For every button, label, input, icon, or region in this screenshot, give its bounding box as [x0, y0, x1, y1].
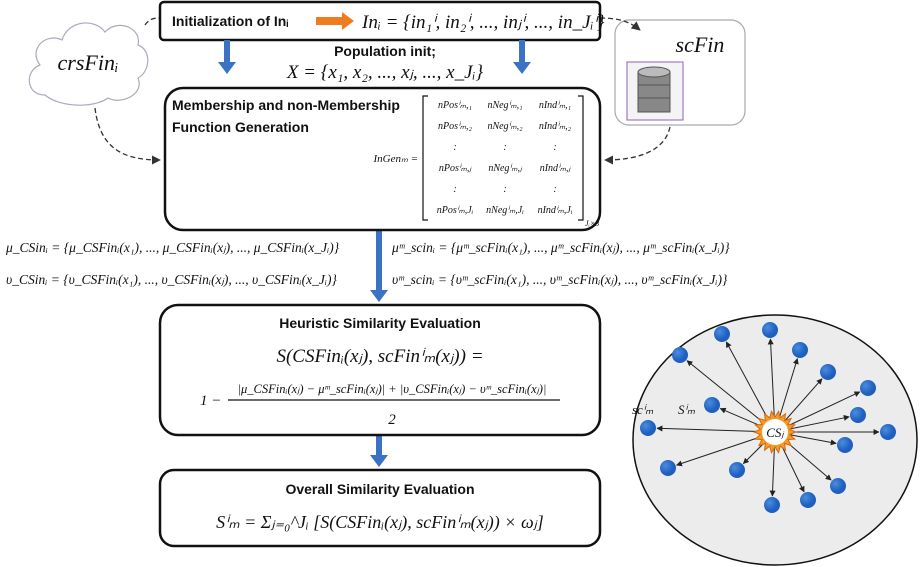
cloud: crsFinᵢ: [28, 22, 149, 106]
matrix-cell: nIndⁱₘ,₁: [539, 100, 571, 111]
formula: μᵐ_scinᵢ = {μᵐ_scFinᵢ(x₁), ..., μᵐ_scFin…: [391, 240, 730, 255]
dashed-arrow: [144, 17, 161, 26]
matrix-brackets: [422, 95, 584, 221]
matrix-cell: nPosⁱₘ,Jᵢ: [437, 205, 474, 216]
node: [762, 322, 778, 338]
matrix-cell: :: [453, 184, 456, 195]
init-label: Initialization of Inᵢ: [172, 13, 288, 29]
overall-formula: Sⁱₘ = Σⱼ₌₀^Jᵢ [S(CSFinᵢ(xⱼ), scFinⁱₘ(xⱼ)…: [216, 512, 544, 533]
node: [729, 462, 745, 478]
network: CSⱼ scⁱₘ Sⁱₘ: [632, 322, 896, 513]
matrix-cell: nPosⁱₘ,₂: [438, 121, 473, 132]
node: [704, 397, 720, 413]
node: [800, 492, 816, 508]
node: [660, 460, 676, 476]
matrix-cell: nNegⁱₘ,Jᵢ: [486, 205, 524, 216]
node: [880, 424, 896, 440]
heuristic-prefix: 1 −: [200, 393, 221, 409]
formula: μ_CSinᵢ = {μ_CSFinᵢ(x₁), ..., μ_CSFinᵢ(x…: [5, 240, 340, 255]
node: [820, 364, 836, 380]
init-formula: Inᵢ = {in₁ⁱ, in₂ⁱ, ..., inⱼⁱ, ..., in_Jᵢ…: [361, 12, 605, 33]
node: [764, 497, 780, 513]
heuristic-title: Heuristic Similarity Evaluation: [279, 315, 481, 331]
center-label: CSⱼ: [766, 425, 784, 440]
blue-arrows: [218, 40, 531, 467]
matrix-cell: nNegⁱₘ,₁: [487, 100, 522, 111]
matrix-label: InGenₘ =: [372, 153, 418, 165]
matrix-cell: :: [453, 142, 456, 153]
matrix-cell: nPosⁱₘ,ⱼ: [439, 163, 473, 174]
population-formula: X = {x₁, x₂, ..., xⱼ, ..., x_Jᵢ}: [286, 62, 484, 83]
matrix-cell: nIndⁱₘ,Jᵢ: [538, 205, 573, 216]
population-label: Population init;: [334, 43, 436, 59]
matrix-cell: nIndⁱₘ,₂: [539, 121, 572, 132]
dashed-arrow: [599, 17, 641, 31]
overall-box: [158, 468, 602, 548]
matrix: nPosⁱₘ,₁ nNegⁱₘ,₁ nIndⁱₘ,₁ nPosⁱₘ,₂ nNegⁱₘ,₂…: [437, 100, 573, 216]
formula: υᵐ_scinᵢ = {υᵐ_scFinᵢ(x₁), ..., υᵐ_scFin…: [392, 272, 728, 287]
matrix-cell: nPosⁱₘ,₁: [438, 100, 472, 111]
center-node: [762, 419, 788, 445]
matrix-cell: nIndⁱₘ,ⱼ: [540, 163, 572, 174]
matrix-cell: :: [503, 184, 506, 195]
node: [830, 478, 846, 494]
matrix-cell: nNegⁱₘ,ⱼ: [488, 163, 523, 174]
matrix-size: Jᵢ×3: [585, 219, 599, 228]
node: [672, 347, 688, 363]
node: [714, 326, 730, 342]
matrix-cell: nNegⁱₘ,₂: [487, 121, 523, 132]
matrix-cell: :: [503, 142, 506, 153]
edge-label: Sⁱₘ: [678, 402, 696, 417]
database-label: scFin: [676, 32, 725, 57]
heuristic-formula: S(CSFinᵢ(xⱼ), scFinⁱₘ(xⱼ)) =: [276, 346, 483, 367]
node: [640, 420, 656, 436]
overall-title: Overall Similarity Evaluation: [285, 481, 474, 497]
init-box: [158, 0, 602, 42]
database: scFin: [614, 19, 746, 126]
membership-title: Membership and non-Membership: [172, 97, 400, 113]
dashed-arrow: [604, 126, 671, 165]
node: [850, 407, 866, 423]
heuristic-denominator: 2: [388, 412, 396, 428]
matrix-cell: :: [553, 142, 556, 153]
dashed-arrow: [94, 107, 161, 165]
node: [837, 437, 853, 453]
node-label: scⁱₘ: [632, 402, 654, 417]
formula: υ_CSinᵢ = {υ_CSFinᵢ(x₁), ..., υ_CSFinᵢ(x…: [6, 272, 337, 287]
node: [860, 380, 876, 396]
orange-arrow: [316, 12, 354, 30]
node: [792, 342, 808, 358]
heuristic-numerator: |μ_CSFinᵢ(xⱼ) − μᵐ_scFinᵢ(xⱼ)| + |υ_CSFi…: [238, 382, 547, 396]
membership-title: Function Generation: [172, 119, 309, 135]
membership-box: [163, 86, 602, 232]
heuristic-box: [158, 303, 602, 437]
cloud-label: crsFinᵢ: [58, 50, 119, 75]
matrix-cell: :: [553, 184, 556, 195]
